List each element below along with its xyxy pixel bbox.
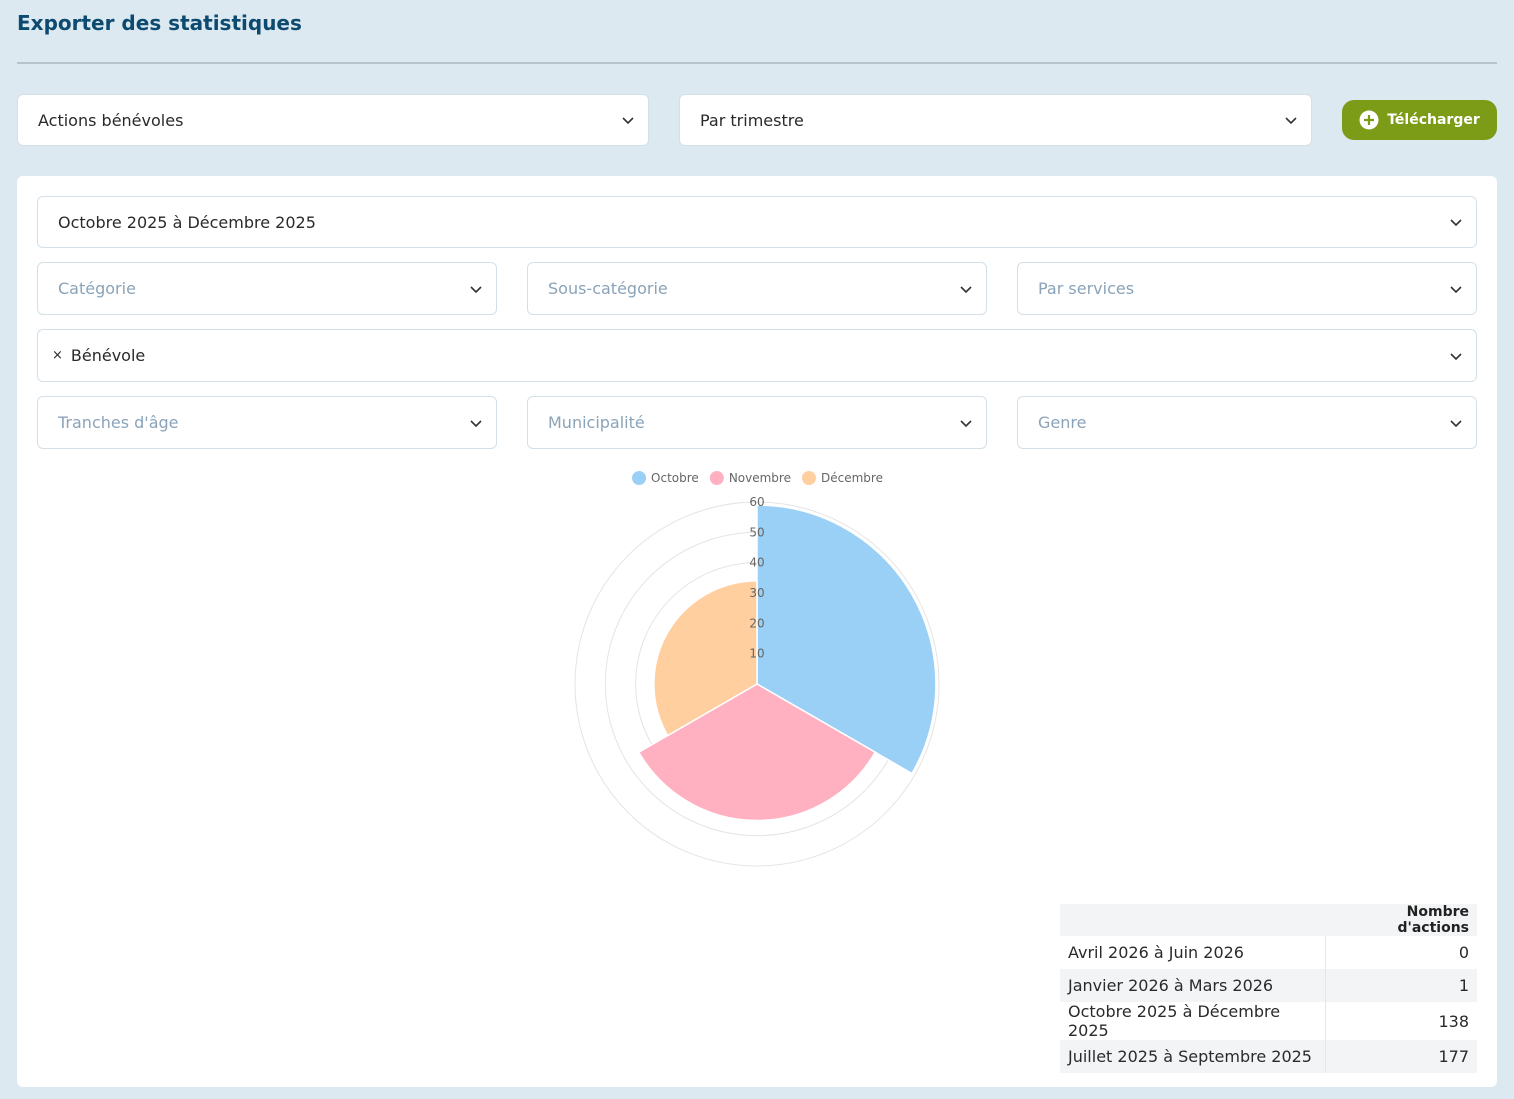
chevron xyxy=(1285,117,1297,125)
table-cell: 0 xyxy=(1325,936,1477,969)
chevron xyxy=(960,419,972,427)
services-filter[interactable]: Par services xyxy=(1017,262,1477,315)
type-select[interactable]: Actions bénévoles xyxy=(17,94,649,146)
polar-chart: 10 20 30 40 50 60 Octobre Novembre Décembre xyxy=(574,471,940,867)
legend-swatch xyxy=(801,471,816,485)
table-row: Avril 2026 à Juin 2026 0 xyxy=(1060,936,1477,969)
table-cell: Octobre 2025 à Décembre 2025 xyxy=(1068,1002,1281,1040)
age-filter[interactable]: Tranches d'âge xyxy=(37,396,497,449)
polar-sector xyxy=(756,504,937,775)
period-filter[interactable]: Octobre 2025 à Décembre 2025 xyxy=(37,196,1477,248)
chevron xyxy=(960,285,972,293)
table-header: Nombre d'actions xyxy=(1060,904,1477,936)
tick-label: 60 xyxy=(749,495,764,509)
placeholder: Tranches d'âge xyxy=(58,413,179,432)
button-label: Télécharger xyxy=(1387,112,1480,128)
table-cell: 1 xyxy=(1325,969,1477,1002)
chevron xyxy=(470,419,482,427)
chevron xyxy=(470,285,482,293)
legend: Octobre Novembre Décembre xyxy=(632,471,883,485)
table-cell: 138 xyxy=(1325,1002,1477,1040)
chevron xyxy=(1450,352,1462,360)
table-cell: Juillet 2025 à Septembre 2025 xyxy=(1060,1040,1326,1073)
polar-sector xyxy=(653,580,758,737)
legend-swatch xyxy=(632,471,647,485)
category-filter[interactable]: Catégorie xyxy=(37,262,497,315)
table-cell: 177 xyxy=(1325,1040,1477,1073)
placeholder: Sous-catégorie xyxy=(548,279,668,298)
table-cell: Janvier 2026 à Mars 2026 xyxy=(1060,969,1326,1002)
gender-filter[interactable]: Genre xyxy=(1017,396,1477,449)
tag-remove[interactable]: × xyxy=(52,348,63,363)
legend-label: Octobre xyxy=(651,471,699,485)
select-value: Actions bénévoles xyxy=(38,110,184,130)
tick-label: 50 xyxy=(749,525,764,539)
municipality-filter[interactable]: Municipalité xyxy=(527,396,987,449)
tick-label: 30 xyxy=(749,586,764,600)
select-value: Octobre 2025 à Décembre 2025 xyxy=(58,212,316,232)
chevron xyxy=(622,117,634,125)
placeholder: Par services xyxy=(1038,279,1135,298)
role-filter[interactable]: × Bénévole xyxy=(37,329,1477,382)
legend-swatch xyxy=(709,471,724,485)
select-value: Par trimestre xyxy=(700,110,804,130)
header-cell: Nombre d'actions xyxy=(1325,904,1477,936)
page-title: Exporter des statistiques xyxy=(17,11,302,35)
summary-table: Nombre d'actions Avril 2026 à Juin 2026 0… xyxy=(1060,904,1477,1073)
chevron xyxy=(1450,285,1462,293)
download-button[interactable]: Télécharger xyxy=(1342,100,1497,140)
table-row: Juillet 2025 à Septembre 2025 177 xyxy=(1060,1040,1477,1073)
tick-label: 20 xyxy=(749,616,764,630)
placeholder: Genre xyxy=(1038,413,1087,432)
divider xyxy=(17,62,1497,64)
grid-circle xyxy=(574,501,940,867)
chevron xyxy=(1450,219,1462,227)
tag: Bénévole xyxy=(70,346,146,365)
tick-label: 40 xyxy=(749,556,764,570)
table-cell: Avril 2026 à Juin 2026 xyxy=(1068,943,1244,962)
period-select[interactable]: Par trimestre xyxy=(679,94,1312,146)
subcategory-filter[interactable]: Sous-catégorie xyxy=(527,262,987,315)
legend-label: Novembre xyxy=(729,471,791,485)
plus-icon xyxy=(1359,110,1379,130)
chevron xyxy=(1450,419,1462,427)
placeholder: Municipalité xyxy=(548,413,645,432)
placeholder: Catégorie xyxy=(58,279,136,298)
header-cell xyxy=(1060,904,1326,936)
legend-label: Décembre xyxy=(821,471,883,485)
tick-label: 10 xyxy=(749,647,764,661)
table-row: Octobre 2025 à Décembre 2025 138 xyxy=(1060,1002,1477,1040)
table-row: Janvier 2026 à Mars 2026 1 xyxy=(1060,969,1477,1002)
polar-sector xyxy=(637,683,877,822)
